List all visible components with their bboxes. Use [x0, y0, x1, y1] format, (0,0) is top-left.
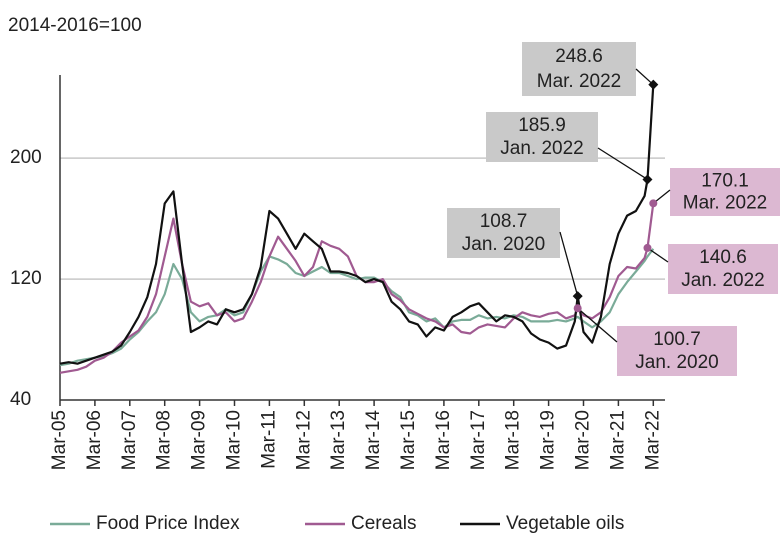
x-tick-label: Mar-12: [293, 410, 314, 470]
x-tick-label: Mar-13: [328, 410, 349, 470]
annotation-value: 170.1: [701, 170, 749, 191]
x-tick-label: Mar-16: [433, 410, 454, 470]
annotation-date: Jan. 2022: [681, 270, 764, 291]
annotation-value: 108.7: [480, 211, 528, 232]
annotation-value: 185.9: [518, 115, 566, 136]
annotation-box: [522, 42, 636, 96]
annotation-leader: [635, 68, 654, 86]
x-tick-label: Mar-10: [224, 410, 245, 470]
annotation-date: Jan. 2020: [462, 234, 545, 255]
annotation-leader: [559, 231, 579, 297]
y-tick-label: 40: [10, 389, 31, 410]
x-tick-label: Mar-22: [642, 410, 663, 470]
x-tick-label: Mar-17: [468, 410, 489, 470]
legend-label: Food Price Index: [96, 513, 240, 534]
annotation-marker: [572, 291, 583, 302]
legend-label: Cereals: [351, 513, 416, 534]
annotation-value: 100.7: [653, 329, 701, 350]
x-tick-label: Mar-14: [363, 410, 384, 471]
annotation-marker: [642, 174, 653, 185]
annotation-marker: [643, 243, 652, 252]
x-tick-label: Mar-06: [84, 410, 105, 470]
annotation-marker: [649, 199, 658, 208]
annotation-box: [670, 168, 780, 216]
annotation-marker: [648, 79, 659, 90]
annotation-box: [486, 112, 598, 162]
annotation-leader: [647, 247, 669, 263]
annotation-box: [668, 244, 778, 294]
y-tick-label: 200: [10, 147, 42, 168]
y-axis-title: 2014-2016=100: [8, 15, 142, 36]
annotation-leader: [597, 147, 648, 181]
x-tick-label: Mar-18: [503, 410, 524, 470]
x-tick-label: Mar-07: [119, 410, 140, 470]
annotation-box: [617, 326, 737, 376]
x-tick-label: Mar-08: [154, 410, 175, 470]
annotation-date: Jan. 2022: [500, 138, 583, 159]
x-tick-label: Mar-05: [49, 410, 70, 470]
x-tick-label: Mar-09: [189, 410, 210, 470]
annotation-date: Jan. 2020: [635, 352, 718, 373]
annotation-value: 140.6: [699, 247, 747, 268]
x-tick-label: Mar-19: [538, 410, 559, 470]
x-tick-label: Mar-15: [398, 410, 419, 470]
y-tick-label: 120: [10, 268, 42, 289]
x-tick-label: Mar-21: [607, 410, 628, 470]
series-line: [59, 84, 655, 365]
annotation-value: 248.6: [555, 46, 603, 67]
annotation-marker: [573, 304, 582, 313]
series-line: [59, 248, 655, 367]
annotation-date: Mar. 2022: [683, 193, 768, 214]
annotation-box: [447, 208, 560, 258]
annotation-leader: [577, 307, 618, 343]
annotation-date: Mar. 2022: [537, 71, 622, 92]
legend-label: Vegetable oils: [506, 513, 624, 534]
x-tick-label: Mar-11: [258, 410, 279, 469]
x-tick-label: Mar-20: [573, 410, 594, 470]
